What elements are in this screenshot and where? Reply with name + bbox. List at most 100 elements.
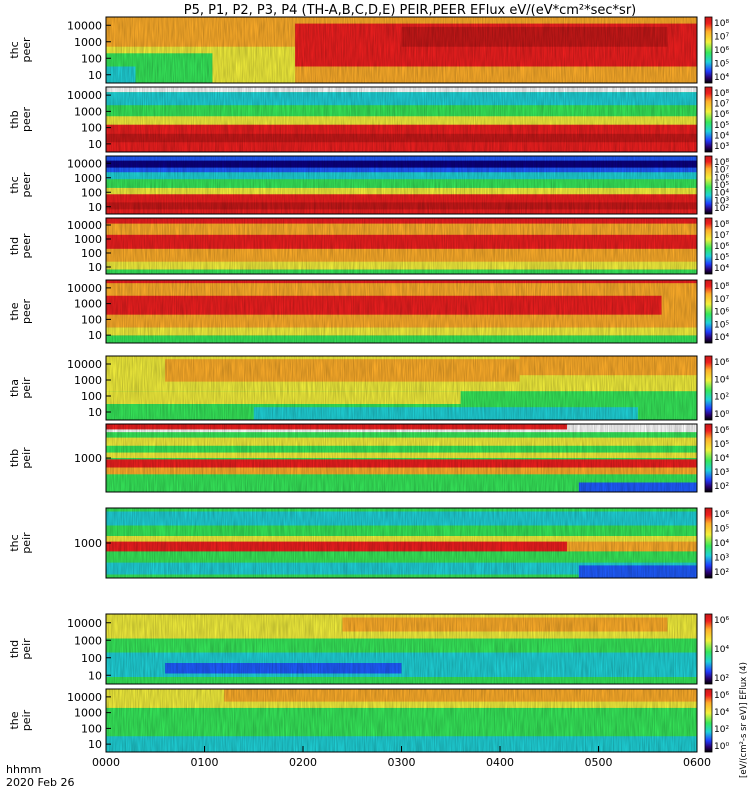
y-tick-label: 1000 [74,233,102,246]
colorbar-tick-label: 10⁶ [714,691,729,701]
y-tick-label: 10000 [67,691,102,704]
colorbar-tick-label: 10⁶ [714,110,729,120]
panel-ylabel-probe: thc [8,41,21,58]
y-tick-label: 10000 [67,282,102,295]
panel-ylabel-product: peir [20,709,33,731]
colorbar-tick-label: 10⁶ [714,308,729,318]
colorbar-tick-label: 10⁸ [714,19,729,29]
colorbar [704,16,713,84]
colorbar-tick-label: 10³ [714,554,729,564]
heatmap-texture [106,87,697,152]
colorbar-tick-label: 10² [714,674,729,684]
panel-ylabel-probe: tha [8,379,21,397]
panel-ylabel-product: peir [20,377,33,399]
x-tick-label: 0400 [486,756,514,769]
panel-ylabel-product: peir [20,532,33,554]
panel-frame [105,355,698,421]
colorbar-tick-label: 10⁶ [714,242,729,252]
colorbar [704,155,713,215]
y-tick-label: 10000 [67,157,102,170]
y-tick-label: 100 [81,186,102,199]
x-tick-label: 0200 [289,756,317,769]
colorbar [704,613,713,685]
panel-1: 10000 1000 100 10 thc peer 10⁸ 10⁷ 10⁶ 10⁵ 10⁴ [8,16,729,84]
panel-ylabel-product: peer [20,233,33,259]
y-tick-label: 100 [81,652,102,665]
colorbar-tick-label: 10⁶ [714,358,729,368]
panel-ylabel-product: peer [20,37,33,63]
colorbar-tick-label: 10² [714,725,729,735]
heatmap-texture [106,689,697,752]
colorbar [704,688,713,753]
colorbar-tick-label: 10⁷ [714,166,729,176]
x-axis-label-date: 2020 Feb 26 [6,776,74,789]
y-tick-label: 100 [81,122,102,135]
heatmap-texture [106,218,697,274]
y-tick-label: 1000 [74,172,102,185]
colorbar-tick-label: 10² [714,482,729,492]
y-tick-label: 10000 [67,19,102,32]
colorbar-unit-label: [eV/(cm²-s sr eV)] EFlux (4) [739,662,749,778]
colorbar-tick-label: 10⁸ [714,282,729,292]
y-tick-label: 1000 [74,374,102,387]
panel-frame [105,155,698,215]
colorbar [704,507,713,579]
y-tick-label: 10 [88,738,102,751]
colorbar [704,217,713,275]
panel-9: 10000 1000 100 10 thd peir 10⁶ 10⁴ 10² [8,613,729,685]
colorbar-tick-label: 10⁶ [714,426,729,436]
y-tick-label: 100 [81,52,102,65]
colorbar-tick-label: 10⁴ [714,645,729,655]
colorbar-tick-label: 10⁷ [714,33,729,43]
colorbar-tick-label: 10⁰ [714,742,729,752]
colorbar-tick-label: 10⁸ [714,158,729,168]
panel-6: 10000 1000 100 10 tha peir 10⁶ 10⁴ 10² 10⁰ [8,355,729,421]
panel-frame [105,613,698,685]
y-tick-label: 100 [81,313,102,326]
colorbar-tick-label: 10⁵ [714,525,729,535]
panel-frame [105,217,698,275]
colorbar-tick-label: 10⁵ [714,60,729,70]
x-tick-label: 0500 [585,756,613,769]
x-tick-label: 0000 [92,756,120,769]
y-tick-label: 1000 [74,537,102,550]
colorbar-tick-label: 10⁵ [714,253,729,263]
y-tick-label: 10 [88,406,102,419]
y-tick-label: 100 [81,247,102,260]
colorbar-tick-label: 10⁴ [714,131,729,141]
colorbar-tick-label: 10⁴ [714,264,729,274]
y-tick-label: 10000 [67,358,102,371]
y-tick-label: 1000 [74,634,102,647]
panel-frame [105,86,698,153]
colorbar [704,279,713,344]
y-tick-label: 10 [88,138,102,151]
colorbar [704,423,713,493]
y-tick-label: 1000 [74,707,102,720]
y-tick-label: 1000 [74,298,102,311]
heatmap-texture [106,17,697,83]
heatmap-texture [106,356,697,420]
colorbar-tick-label: 10⁸ [714,89,729,99]
colorbar [704,355,713,421]
y-tick-label: 10 [88,201,102,214]
colorbar-tick-label: 10² [714,204,729,214]
colorbar-tick-label: 10² [714,568,729,578]
colorbar-tick-label: 10⁴ [714,375,729,385]
y-tick-label: 1000 [74,452,102,465]
figure-title: P5, P1, P2, P3, P4 (TH-A,B,C,D,E) PEIR,P… [184,3,637,18]
colorbar-tick-label: 10³ [714,142,729,152]
panel-7: 1000 thb peir 10⁶ 10⁵ 10⁴ 10³ 10² [8,423,729,493]
colorbar-tick-label: 10⁰ [714,410,729,420]
panel-5: 10000 1000 100 10 the peer 10⁸ 10⁷ 10⁶ 10⁵ 10⁴ [8,279,729,344]
heatmap-texture [106,280,697,343]
x-axis-label-hhmm: hhmm [6,763,41,776]
panel-frame [105,16,698,84]
colorbar-tick-label: 10⁷ [714,100,729,110]
panel-8: 1000 thc peir 10⁶ 10⁵ 10⁴ 10³ 10² [8,507,729,579]
colorbar-tick-label: 10⁶ [714,173,729,183]
panel-ylabel-probe: thb [8,110,21,128]
